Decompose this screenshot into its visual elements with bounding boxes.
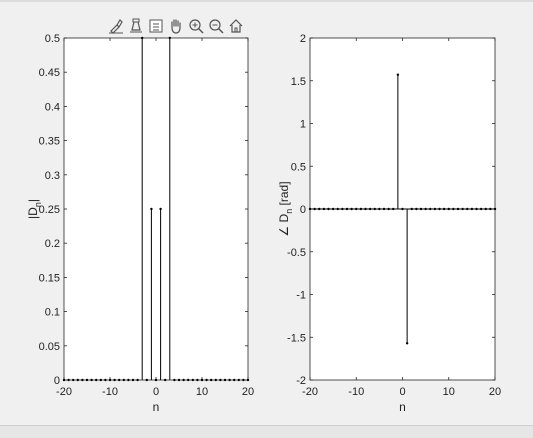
y-tick-label: -1.5 <box>287 332 306 344</box>
x-tick-label: 10 <box>443 386 455 398</box>
x-axis-label: n <box>399 400 406 414</box>
x-tick-label: 0 <box>399 386 405 398</box>
x-tick-label: -20 <box>302 386 318 398</box>
brush-icon[interactable] <box>107 16 125 36</box>
pan-hand-icon[interactable] <box>167 16 185 36</box>
chart-2: -2 -1.5 -1 -0.5 0 0.5 1 1.5 2 -20 -10 0 10 20 n ∠ Dn [r… <box>277 33 501 414</box>
stem-marker <box>159 207 162 211</box>
stem-marker <box>191 378 194 382</box>
stem-marker <box>67 378 70 382</box>
stem-marker <box>62 378 66 382</box>
y-tick-label: 1.5 <box>291 76 306 88</box>
stem-marker <box>164 378 167 382</box>
stem-marker <box>76 378 80 382</box>
stem-marker <box>223 378 227 382</box>
stem-marker <box>99 378 103 382</box>
stem-marker <box>173 378 176 382</box>
zoom-out-icon[interactable] <box>207 16 225 36</box>
chart-1: 0 0.05 0.1 0.15 0.2 0.25 0.3 0.35 0.4 0.45 0.5 -20 -… <box>26 33 254 414</box>
y-tick-label: 0.5 <box>291 161 306 173</box>
stem-marker <box>131 378 135 382</box>
legend-icon[interactable] <box>147 16 165 36</box>
stem-marker <box>95 378 98 382</box>
stem-marker <box>118 378 121 382</box>
stem-marker <box>168 36 171 40</box>
stem-marker <box>141 36 144 40</box>
stem-marker <box>127 378 130 382</box>
stem-marker <box>81 378 84 382</box>
stem-marker <box>113 378 116 382</box>
y-axis-label: ∠ Dn [rad] <box>277 181 294 236</box>
x-tick-label: 0 <box>153 386 159 398</box>
y-tick-label: 0.3 <box>45 170 60 182</box>
y-tick-label: 0.4 <box>45 101 60 113</box>
stem-marker <box>228 378 231 382</box>
stem-marker <box>196 378 199 382</box>
y-tick-label: 0.25 <box>39 204 60 216</box>
y-tick-label: 0.35 <box>39 136 60 148</box>
stem-marker <box>233 378 236 382</box>
y-axis-label: |Dn| <box>26 199 43 219</box>
stem-marker <box>150 207 153 211</box>
y-tick-label: 0.2 <box>45 238 60 250</box>
stem-marker <box>177 378 181 382</box>
x-tick-label: -10 <box>348 386 364 398</box>
x-tick-label: 20 <box>242 386 254 398</box>
stem-marker <box>122 378 126 382</box>
y-tick-label: -1 <box>296 290 306 302</box>
y-tick-label: 0.5 <box>45 33 60 45</box>
y-tick-label: 0.15 <box>39 272 60 284</box>
stem-marker <box>187 378 190 382</box>
figure-top-strip <box>0 0 533 2</box>
plot-area <box>63 37 249 381</box>
stem-marker <box>90 378 93 382</box>
stem-marker <box>145 378 148 382</box>
stem-marker <box>85 378 89 382</box>
y-tick-label: 1 <box>300 119 306 131</box>
y-tick-label: 0.1 <box>45 307 60 319</box>
stem-marker <box>154 378 158 382</box>
stem-marker <box>214 378 217 382</box>
axes-toolbar <box>107 15 245 37</box>
stem-marker <box>242 378 245 382</box>
stem-marker <box>200 378 204 382</box>
stem-marker <box>104 378 107 382</box>
x-tick-label: 20 <box>489 386 501 398</box>
stem-marker <box>246 378 250 382</box>
figure-bottom-strip <box>0 425 533 438</box>
stem-marker <box>396 73 400 76</box>
y-tick-label: 2 <box>300 33 306 45</box>
x-axis-label: n <box>153 400 160 414</box>
stem-marker <box>219 378 222 382</box>
x-tick-label: 10 <box>196 386 208 398</box>
y-tick-label: 0.05 <box>39 341 60 353</box>
y-tick-label: -0.5 <box>287 247 306 259</box>
stem-marker <box>136 378 139 382</box>
stem-marker <box>205 378 208 382</box>
y-tick-label: 0 <box>300 204 306 216</box>
data-tips-icon[interactable] <box>127 16 145 36</box>
home-icon[interactable] <box>227 16 245 36</box>
stem-marker <box>108 378 112 382</box>
stem-marker <box>237 378 240 382</box>
stem-marker <box>182 378 185 382</box>
x-tick-label: -10 <box>102 386 118 398</box>
y-tick-label: 0 <box>54 375 60 387</box>
zoom-in-icon[interactable] <box>187 16 205 36</box>
stem-marker <box>72 378 75 382</box>
y-tick-label: 0.45 <box>39 67 60 79</box>
x-tick-label: -20 <box>56 386 72 398</box>
y-tick-label: -2 <box>296 375 306 387</box>
stem-marker <box>405 342 409 345</box>
stem-marker <box>210 378 213 382</box>
